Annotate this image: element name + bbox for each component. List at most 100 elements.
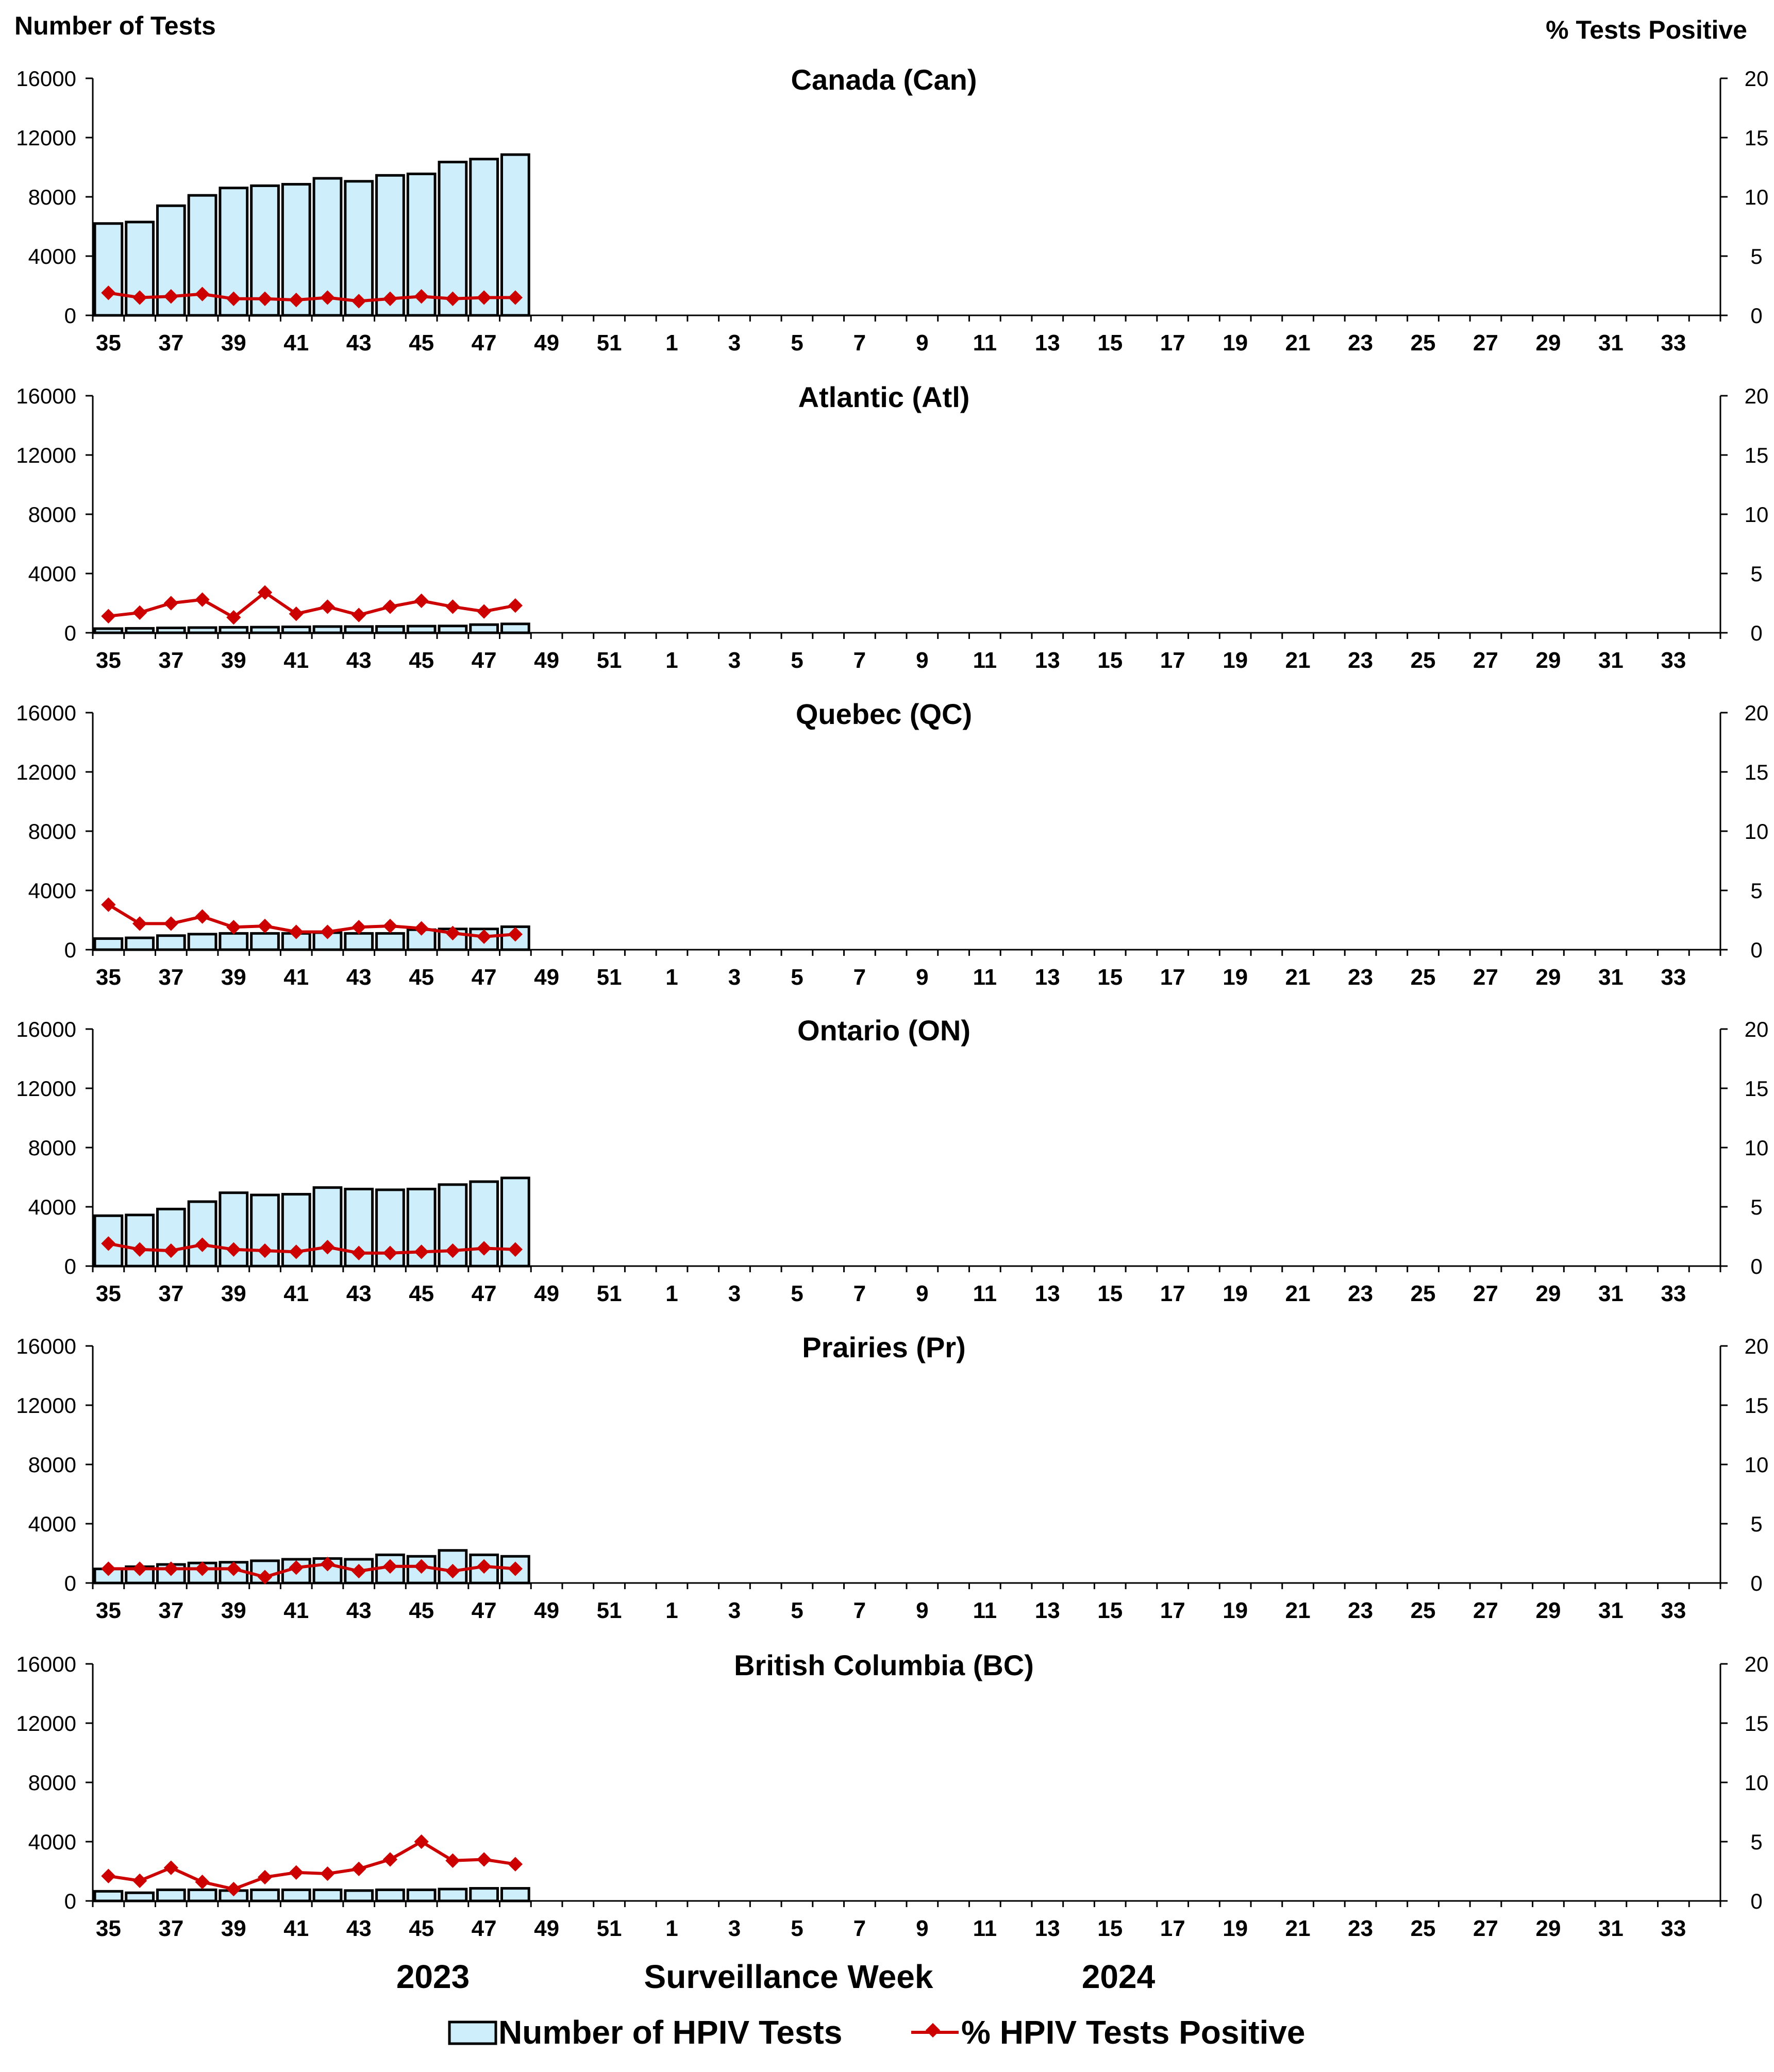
percent-point-week-39	[226, 1881, 241, 1897]
bar-week-36	[125, 1891, 155, 1902]
x-tick-label: 47	[472, 330, 497, 356]
bar-week-45	[406, 1888, 437, 1902]
left-tick-label: 16000	[16, 1652, 76, 1676]
x-tick-label: 1	[665, 1598, 678, 1623]
right-tick-label: 10	[1745, 1771, 1769, 1795]
right-tick-label: 10	[1745, 1453, 1769, 1477]
x-tick-label: 7	[853, 1281, 866, 1306]
x-tick-label: 45	[409, 1598, 434, 1623]
x-tick-label: 47	[472, 1916, 497, 1941]
x-tick-label: 3	[728, 330, 741, 356]
left-tick-label: 4000	[28, 562, 76, 586]
x-tick-label: 15	[1097, 965, 1123, 990]
percent-point-week-46	[445, 599, 460, 614]
x-tick-label: 35	[96, 1598, 121, 1623]
x-tick-label: 9	[916, 330, 928, 356]
x-tick-label: 41	[283, 648, 309, 673]
percent-point-week-36	[132, 605, 147, 620]
x-tick-label: 15	[1097, 1598, 1123, 1623]
right-tick-label: 20	[1745, 1334, 1769, 1358]
percent-point-week-43	[352, 920, 366, 935]
bar-week-37	[156, 1888, 186, 1902]
x-tick-label: 51	[597, 1281, 622, 1306]
year-label-2023: 2023	[396, 1958, 470, 1995]
percent-point-week-48	[508, 1561, 523, 1576]
percent-point-week-47	[476, 929, 492, 944]
x-tick-label: 31	[1598, 648, 1624, 673]
bar-week-36	[125, 936, 155, 951]
x-tick-label: 29	[1536, 965, 1561, 990]
left-axis-title: Number of Tests	[14, 11, 216, 40]
x-tick-label: 7	[853, 330, 866, 356]
x-tick-label: 5	[791, 648, 803, 673]
x-tick-label: 33	[1661, 965, 1686, 990]
right-tick-label: 10	[1745, 1136, 1769, 1160]
x-tick-label: 31	[1598, 1281, 1624, 1306]
left-tick-label: 0	[64, 304, 76, 328]
x-tick-label: 49	[534, 1598, 559, 1623]
bar-week-42	[312, 931, 343, 951]
percent-point-week-42	[320, 1557, 335, 1572]
x-tick-label: 39	[221, 1281, 246, 1306]
right-tick-label: 15	[1745, 1711, 1769, 1736]
percent-point-week-41	[289, 1560, 304, 1575]
percent-point-week-45	[414, 1834, 429, 1849]
percent-point-week-37	[163, 1860, 178, 1875]
left-tick-label: 0	[64, 1571, 76, 1595]
right-tick-label: 10	[1745, 502, 1769, 527]
left-tick-label: 16000	[16, 701, 76, 725]
percent-point-week-37	[163, 1243, 178, 1258]
x-tick-label: 3	[728, 965, 741, 990]
percent-point-week-38	[195, 909, 210, 924]
percent-point-week-37	[163, 289, 178, 304]
right-tick-label: 15	[1745, 126, 1769, 150]
x-tick-label: 49	[534, 1281, 559, 1306]
percent-point-week-36	[132, 1873, 147, 1889]
percent-point-week-42	[320, 290, 335, 305]
percent-point-week-39	[226, 920, 241, 935]
right-tick-label: 0	[1750, 621, 1762, 645]
x-tick-label: 9	[916, 1598, 928, 1623]
x-tick-label: 51	[597, 1916, 622, 1941]
left-tick-label: 16000	[16, 384, 76, 408]
percent-point-week-40	[257, 291, 273, 306]
right-tick-label: 20	[1745, 1652, 1769, 1676]
percent-point-week-47	[476, 604, 492, 619]
percent-point-week-47	[476, 1852, 492, 1867]
left-tick-label: 8000	[28, 1453, 76, 1477]
left-tick-label: 8000	[28, 1136, 76, 1160]
right-tick-label: 15	[1745, 1393, 1769, 1418]
x-tick-label: 33	[1661, 1916, 1686, 1941]
x-tick-label: 35	[96, 965, 121, 990]
percent-point-week-47	[476, 1241, 492, 1256]
x-tick-label: 15	[1097, 1281, 1123, 1306]
right-tick-label: 5	[1750, 1512, 1762, 1536]
x-tick-label: 13	[1035, 648, 1060, 673]
x-tick-label: 47	[472, 1598, 497, 1623]
right-tick-label: 10	[1745, 819, 1769, 844]
percent-point-week-48	[508, 926, 523, 942]
x-tick-label: 19	[1223, 1281, 1248, 1306]
right-tick-label: 5	[1750, 562, 1762, 586]
x-tick-label: 33	[1661, 648, 1686, 673]
panel-4: Prairies (Pr)040008000120001600005101520…	[16, 1331, 1768, 1623]
panel-5: British Columbia (BC) 0 4000 8000 12000 16000…	[16, 1649, 1768, 1941]
x-tick-label: 3	[728, 648, 741, 673]
x-tick-label: 49	[534, 965, 559, 990]
x-tick-label: 39	[221, 965, 246, 990]
bar-week-35	[93, 222, 124, 317]
x-tick-label: 5	[791, 1598, 803, 1623]
percent-point-week-40	[257, 918, 273, 934]
x-tick-label: 9	[916, 648, 928, 673]
x-tick-label: 39	[221, 1598, 246, 1623]
x-tick-label: 5	[791, 1916, 803, 1941]
percent-point-week-42	[320, 599, 335, 614]
x-tick-label: 25	[1411, 330, 1436, 356]
x-tick-label: 9	[916, 1916, 928, 1941]
right-tick-label: 5	[1750, 1830, 1762, 1854]
x-tick-label: 35	[96, 330, 121, 356]
percent-point-week-43	[352, 608, 366, 622]
percent-point-week-39	[226, 610, 241, 625]
x-tick-label: 1	[665, 330, 678, 356]
